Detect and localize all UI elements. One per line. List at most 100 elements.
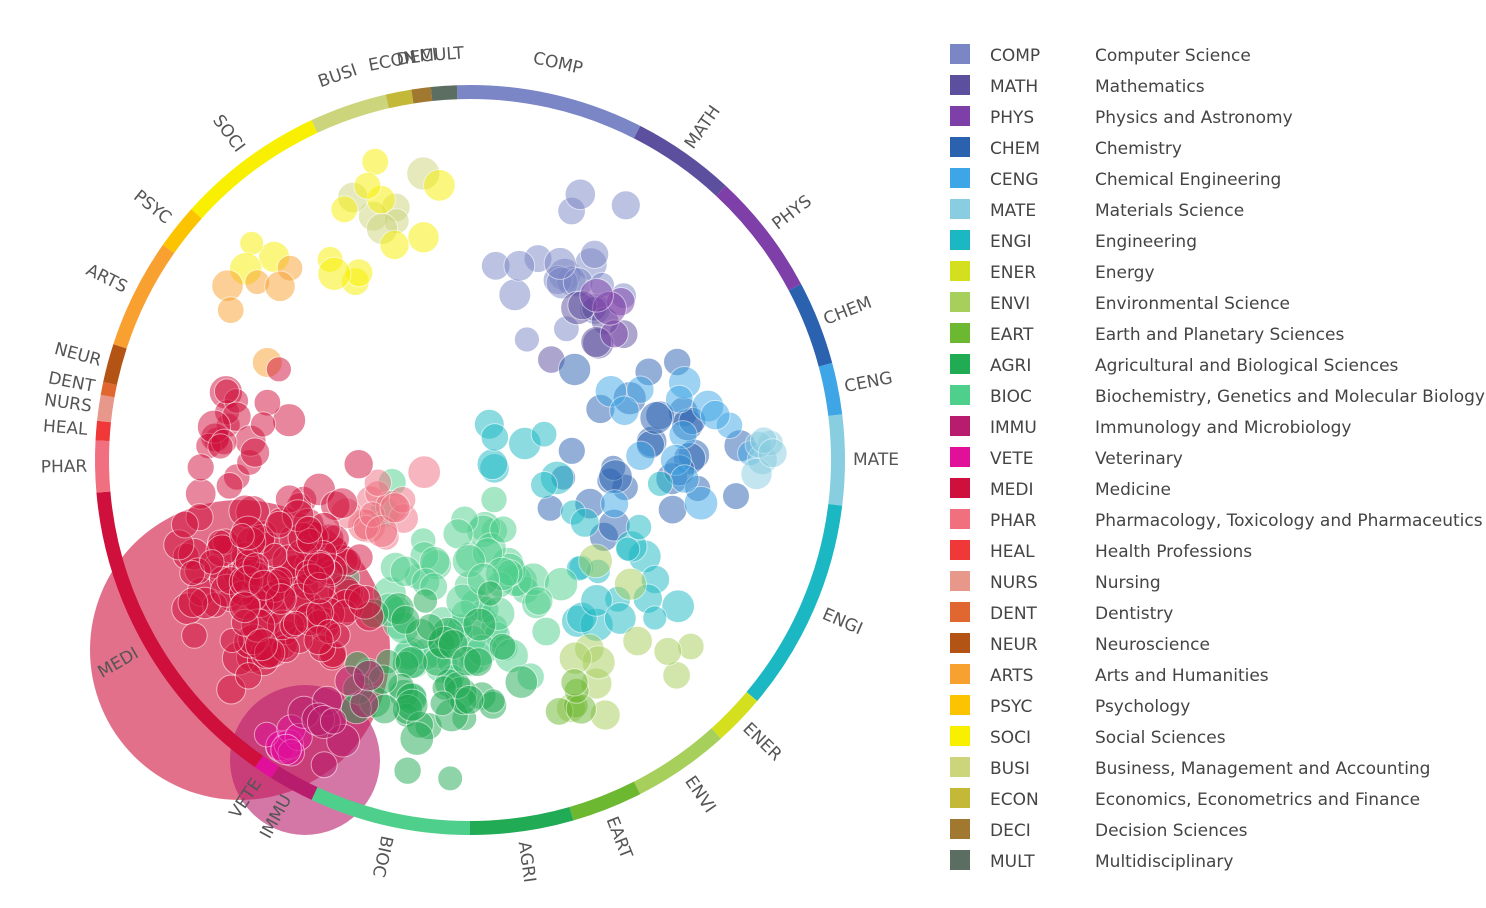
- bubble: [480, 688, 506, 714]
- bubble: [416, 613, 444, 642]
- bubble: [363, 468, 392, 497]
- bubble: [307, 552, 336, 581]
- bubble: [207, 433, 234, 460]
- bubble: [639, 401, 674, 435]
- bubble: [186, 453, 215, 482]
- legend-swatch: [950, 726, 970, 746]
- legend-code: MATH: [990, 77, 1038, 97]
- bubble: [310, 751, 338, 779]
- legend-name: Neuroscience: [1095, 635, 1210, 655]
- bubble: [177, 587, 209, 618]
- bubble: [600, 489, 630, 519]
- bubble: [610, 190, 641, 221]
- bubble: [345, 543, 374, 572]
- bubble: [578, 543, 613, 579]
- legend-code: VETE: [990, 449, 1034, 469]
- ring-label: AGRI: [514, 840, 540, 884]
- legend-code: ECON: [990, 790, 1039, 810]
- legend-swatch: [950, 819, 970, 839]
- legend-name: Agricultural and Biological Sciences: [1095, 356, 1399, 376]
- bubble: [215, 472, 244, 500]
- bubble: [170, 510, 199, 539]
- legend-code: DECI: [990, 821, 1031, 841]
- ring-segment: [103, 344, 127, 385]
- bubble: [264, 270, 296, 303]
- legend-swatch: [950, 478, 970, 498]
- ring-segment: [818, 362, 843, 417]
- legend-swatch: [950, 602, 970, 622]
- ring-segment: [95, 440, 111, 493]
- legend-code: AGRI: [990, 356, 1031, 376]
- legend-name: Arts and Humanities: [1095, 666, 1269, 686]
- bubble: [393, 756, 422, 785]
- ring-label: PHAR: [41, 457, 88, 478]
- ring-segment: [828, 414, 845, 506]
- legend-name: Multidisciplinary: [1095, 852, 1233, 872]
- legend-swatch: [950, 137, 970, 157]
- bubble: [395, 688, 429, 722]
- ring-label: EART: [602, 814, 637, 862]
- legend-swatch: [950, 788, 970, 808]
- bubble: [569, 507, 600, 538]
- legend-name: Environmental Science: [1095, 294, 1290, 314]
- bubble: [531, 616, 562, 647]
- ring-label: PHYS: [768, 191, 815, 234]
- legend-name: Health Professions: [1095, 542, 1252, 562]
- bubble: [653, 636, 683, 666]
- bubble: [530, 420, 558, 448]
- ring-segment: [271, 766, 318, 800]
- bubble: [294, 515, 323, 544]
- ring-label: BUSI: [316, 60, 360, 92]
- bubble: [615, 536, 641, 562]
- ring-segment: [113, 244, 175, 349]
- legend-code: PSYC: [990, 697, 1032, 717]
- legend-name: Economics, Econometrics and Finance: [1095, 790, 1420, 810]
- bubble: [609, 395, 640, 427]
- bubble: [530, 470, 558, 499]
- legend-name: Nursing: [1095, 573, 1161, 593]
- bubble: [476, 448, 509, 481]
- legend-code: BIOC: [990, 387, 1032, 407]
- legend-swatch: [950, 695, 970, 715]
- ring-segment: [456, 85, 641, 139]
- bubble: [199, 549, 225, 575]
- legend-code: MATE: [990, 201, 1036, 221]
- bubble: [560, 668, 589, 697]
- legend-code: COMP: [990, 46, 1040, 66]
- legend-swatch: [950, 757, 970, 777]
- legend-name: Psychology: [1095, 697, 1190, 717]
- ring-label: BIOC: [368, 834, 397, 879]
- bubble: [454, 684, 485, 715]
- bubble: [282, 610, 309, 637]
- bubble: [228, 591, 261, 624]
- bubble: [330, 195, 359, 224]
- bubble: [379, 492, 411, 524]
- legend-code: PHAR: [990, 511, 1037, 531]
- bubble: [437, 765, 464, 792]
- bubble: [463, 647, 494, 677]
- ring-segment: [191, 120, 318, 219]
- bubble: [700, 399, 731, 431]
- bubble: [234, 662, 263, 690]
- bubble: [664, 384, 694, 414]
- bubble: [626, 375, 655, 404]
- ring-segment: [430, 85, 458, 101]
- legend-swatch: [950, 106, 970, 126]
- bubble: [579, 239, 610, 270]
- bubble: [379, 229, 410, 261]
- ring-label: CENG: [843, 368, 894, 397]
- bubble: [216, 296, 245, 325]
- legend-code: MULT: [990, 852, 1035, 872]
- bubble: [513, 326, 541, 353]
- ring-segment: [311, 787, 471, 835]
- bubble: [670, 464, 700, 494]
- ring-segment: [96, 491, 263, 768]
- bubble: [683, 485, 719, 521]
- ring-label: ENER: [739, 719, 786, 765]
- legend-code: HEAL: [990, 542, 1035, 562]
- ring-segment: [633, 125, 726, 197]
- ring-segment: [162, 209, 202, 253]
- legend-swatch: [950, 261, 970, 281]
- legend-swatch: [950, 416, 970, 436]
